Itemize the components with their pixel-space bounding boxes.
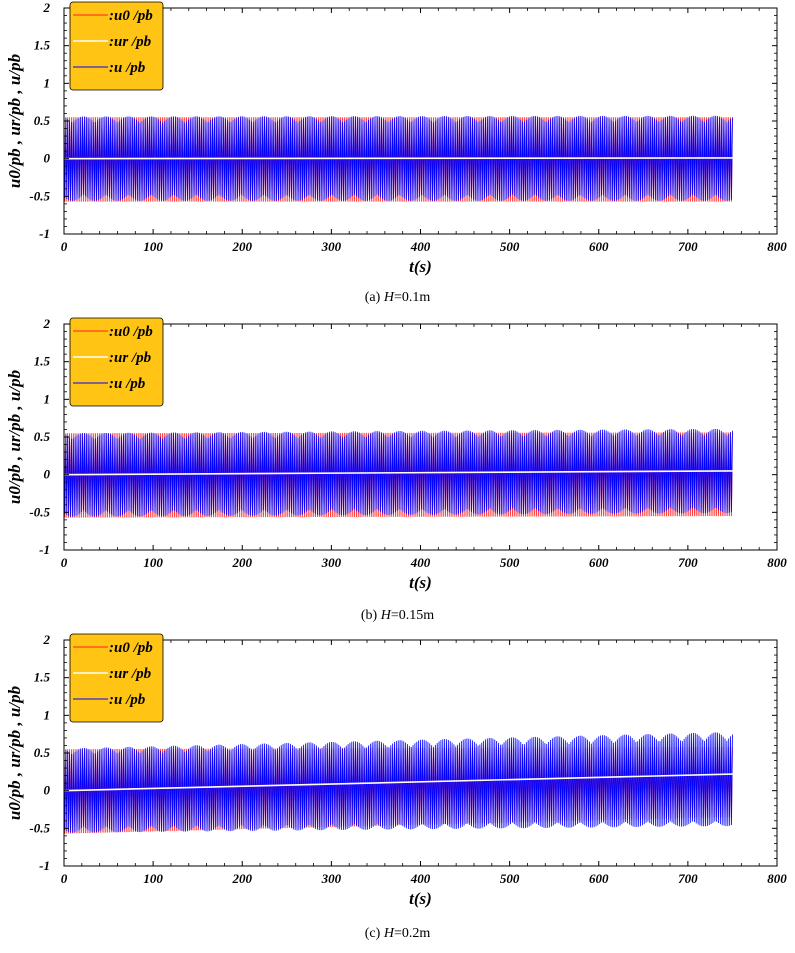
series-mean-line: [63, 773, 733, 792]
y-tick-label: -1: [39, 542, 50, 557]
chart-b: 0 100 200 300 400 500 600 700 800 -1 -0.5 0 0.5 1 1.5 2…: [5, 316, 787, 592]
y-tick-label: 2: [43, 0, 51, 15]
legend-label-3: :u /pb: [109, 376, 146, 392]
y-tick-label: -1: [39, 226, 50, 241]
y-tick-label: 1.5: [34, 38, 51, 53]
caption-suffix: =0.15m: [390, 608, 435, 623]
legend: :u0 /pb :ur /pb :u /pb: [69, 1, 164, 91]
chart-c: 0 100 200 300 400 500 600 700 800 -1 -0.5 0 0.5 1 1.5 2…: [5, 632, 787, 908]
y-tick-label: -1: [39, 858, 50, 873]
y-tick-label: 0: [44, 783, 51, 798]
chart-panel-a: 0 100 200 300 400 500 600 700 800 -1 -0.5 0 0.5 1 1.5 2…: [0, 0, 795, 318]
x-tick-label: 100: [143, 239, 163, 254]
x-tick-label: 500: [500, 871, 520, 886]
legend-label-3: :u /pb: [109, 60, 146, 76]
x-tick-label: 700: [678, 871, 698, 886]
y-tick-label: 1: [44, 391, 51, 406]
x-axis-label: t(s): [409, 573, 432, 592]
x-tick-label: 300: [321, 555, 342, 570]
caption-suffix: =0.1m: [393, 290, 431, 305]
x-tick-label: 700: [678, 239, 698, 254]
x-tick-label: 0: [61, 555, 68, 570]
x-tick-label: 100: [143, 555, 163, 570]
y-tick-label: 1.5: [34, 354, 51, 369]
y-axis-label: u0/pb , ur/pb , u/pb: [5, 54, 24, 188]
x-tick-label: 400: [410, 555, 431, 570]
y-tick-label: 0.5: [34, 745, 51, 760]
caption-b: (b) H=0.15m: [0, 608, 795, 624]
series-line-3: [63, 732, 733, 833]
y-tick-label: 0.5: [34, 429, 51, 444]
series-line-3: [63, 115, 733, 201]
caption-prefix: (b): [360, 608, 381, 623]
series-group: [63, 115, 733, 202]
legend-label-1: :u0 /pb: [109, 640, 153, 656]
x-tick-label: 200: [232, 871, 253, 886]
x-tick-label: 200: [232, 555, 253, 570]
y-axis-label: u0/pb , ur/pb , u/pb: [5, 686, 24, 820]
series-line-3: [63, 428, 733, 517]
legend: :u0 /pb :ur /pb :u /pb: [69, 633, 164, 723]
caption-suffix: =0.2m: [393, 926, 431, 941]
y-tick-label: 1: [44, 75, 51, 90]
caption-var: H: [380, 608, 391, 623]
x-tick-label: 800: [767, 239, 787, 254]
legend-label-1: :u0 /pb: [109, 8, 153, 24]
series-group: [63, 732, 733, 834]
x-tick-label: 400: [410, 871, 431, 886]
caption-var: H: [383, 290, 394, 305]
caption-c: (c) H=0.2m: [0, 926, 795, 942]
series-group: [63, 428, 733, 518]
y-tick-label: -0.5: [29, 188, 50, 203]
chart-panel-b: 0 100 200 300 400 500 600 700 800 -1 -0.5 0 0.5 1 1.5 2…: [0, 316, 795, 634]
x-tick-label: 600: [589, 239, 609, 254]
series-mean-line: [63, 157, 733, 160]
y-tick-label: -0.5: [29, 504, 50, 519]
y-tick-label: 0: [44, 467, 51, 482]
chart-panel-c: 0 100 200 300 400 500 600 700 800 -1 -0.5 0 0.5 1 1.5 2…: [0, 632, 795, 950]
y-tick-label: 2: [43, 632, 51, 647]
x-tick-label: 800: [767, 871, 787, 886]
x-tick-label: 800: [767, 555, 787, 570]
legend-label-2: :ur /pb: [109, 34, 152, 50]
series-mean-line: [63, 470, 733, 476]
y-tick-label: 0.5: [34, 113, 51, 128]
x-tick-label: 100: [143, 871, 163, 886]
x-tick-label: 500: [500, 555, 520, 570]
x-tick-label: 0: [61, 871, 68, 886]
x-tick-label: 600: [589, 871, 609, 886]
x-tick-label: 300: [321, 871, 342, 886]
y-tick-label: -0.5: [29, 820, 50, 835]
caption-var: H: [383, 926, 394, 941]
y-tick-label: 1: [44, 707, 51, 722]
legend-label-2: :ur /pb: [109, 350, 152, 366]
legend-box: [69, 633, 164, 723]
legend-label-1: :u0 /pb: [109, 324, 153, 340]
y-tick-label: 2: [43, 316, 51, 331]
legend: :u0 /pb :ur /pb :u /pb: [69, 317, 164, 407]
legend-label-3: :u /pb: [109, 692, 146, 708]
x-tick-label: 300: [321, 239, 342, 254]
x-tick-label: 700: [678, 555, 698, 570]
x-tick-label: 200: [232, 239, 253, 254]
x-tick-label: 600: [589, 555, 609, 570]
legend-box: [69, 1, 164, 91]
legend-label-2: :ur /pb: [109, 666, 152, 682]
caption-prefix: (c): [364, 926, 384, 941]
caption-a: (a) H=0.1m: [0, 290, 795, 306]
x-tick-label: 0: [61, 239, 68, 254]
x-axis-label: t(s): [409, 257, 432, 276]
y-axis-label: u0/pb , ur/pb , u/pb: [5, 370, 24, 504]
x-axis-label: t(s): [409, 889, 432, 908]
x-tick-label: 400: [410, 239, 431, 254]
chart-a: 0 100 200 300 400 500 600 700 800 -1 -0.5 0 0.5 1 1.5 2…: [5, 0, 787, 276]
caption-prefix: (a): [364, 290, 384, 305]
x-tick-label: 500: [500, 239, 520, 254]
legend-box: [69, 317, 164, 407]
y-tick-label: 0: [44, 151, 51, 166]
y-tick-label: 1.5: [34, 670, 51, 685]
